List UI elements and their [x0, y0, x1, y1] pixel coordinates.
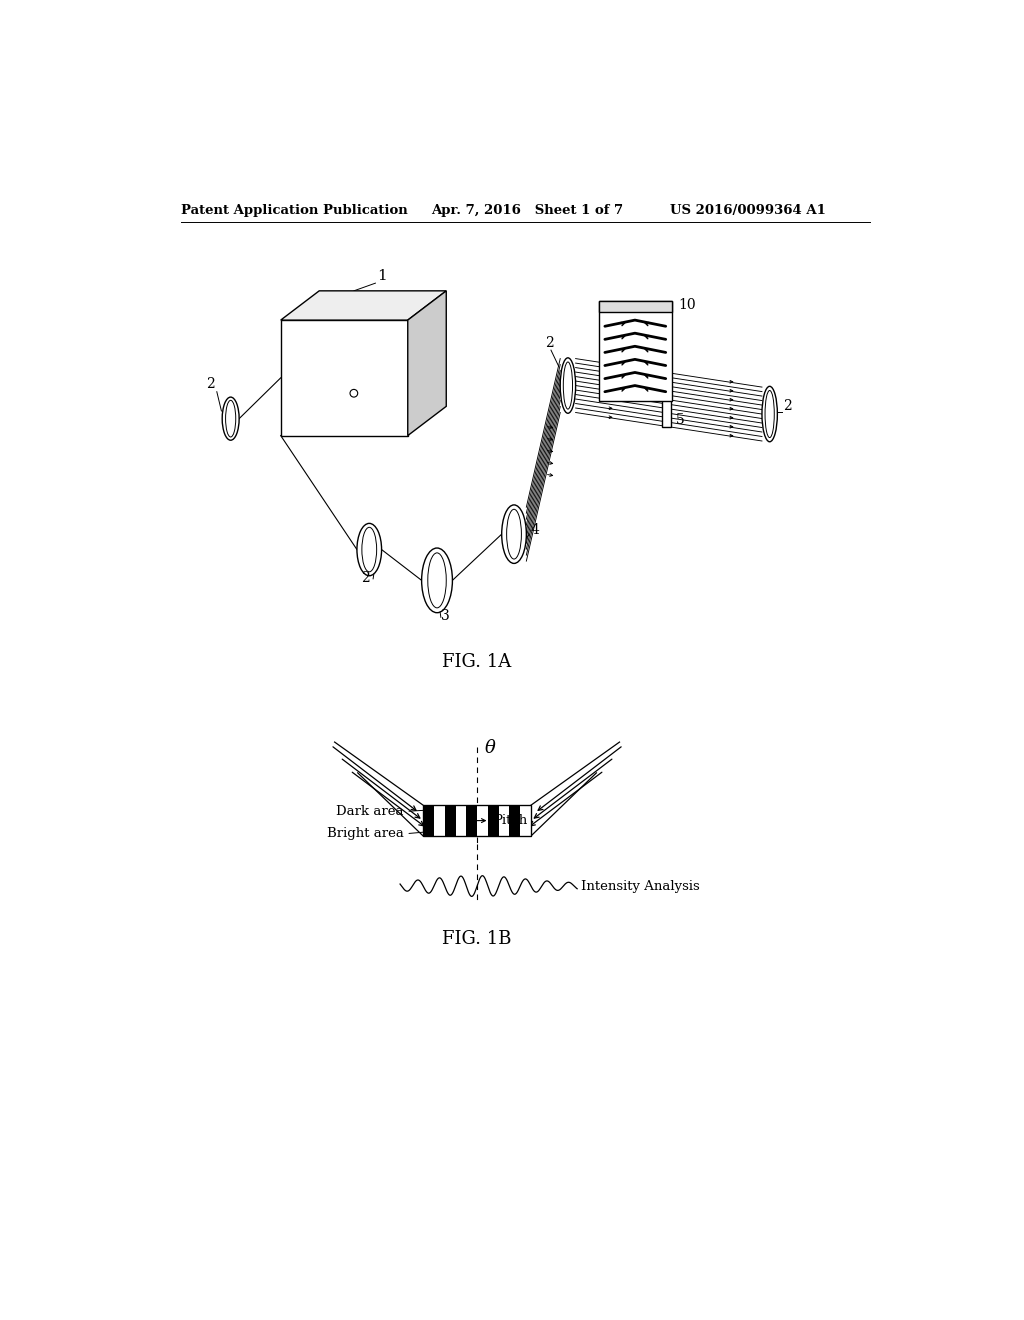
Text: Bright area: Bright area	[327, 828, 403, 841]
Bar	[466, 805, 477, 836]
Text: 1: 1	[377, 269, 387, 282]
Text: Intensity Analysis: Intensity Analysis	[581, 879, 699, 892]
Text: FIG. 1B: FIG. 1B	[442, 929, 512, 948]
Text: Dark area: Dark area	[337, 805, 403, 818]
Text: 4: 4	[531, 523, 540, 537]
Ellipse shape	[422, 548, 453, 612]
Polygon shape	[281, 321, 408, 436]
Polygon shape	[408, 290, 446, 436]
Bar	[509, 805, 520, 836]
Bar	[599, 301, 672, 313]
Ellipse shape	[762, 387, 777, 442]
Bar	[662, 375, 671, 428]
Text: 10: 10	[678, 297, 695, 312]
Bar	[599, 301, 672, 401]
Ellipse shape	[502, 506, 526, 564]
Bar	[444, 805, 456, 836]
Ellipse shape	[222, 397, 240, 441]
Polygon shape	[281, 290, 446, 321]
Bar	[487, 805, 499, 836]
Text: 5: 5	[676, 413, 684, 428]
Ellipse shape	[357, 524, 382, 576]
Bar	[423, 805, 434, 836]
Text: FIG. 1A: FIG. 1A	[442, 652, 512, 671]
Ellipse shape	[560, 358, 575, 413]
Bar	[423, 805, 531, 836]
Text: 2: 2	[207, 378, 215, 391]
Text: 2: 2	[361, 572, 371, 585]
Bar	[423, 805, 531, 836]
Text: 3: 3	[441, 610, 450, 623]
Text: 2: 2	[545, 337, 554, 350]
Text: Pitch: Pitch	[494, 814, 527, 828]
Text: Patent Application Publication: Patent Application Publication	[180, 205, 408, 218]
Text: θ: θ	[484, 739, 496, 756]
Text: US 2016/0099364 A1: US 2016/0099364 A1	[670, 205, 825, 218]
Text: 2: 2	[783, 399, 793, 413]
Text: Apr. 7, 2016   Sheet 1 of 7: Apr. 7, 2016 Sheet 1 of 7	[431, 205, 623, 218]
